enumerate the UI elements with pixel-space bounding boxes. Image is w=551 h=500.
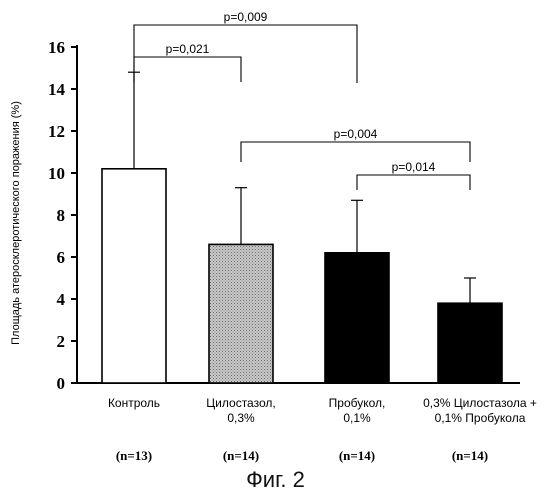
n-count-label: (n=14) — [223, 448, 259, 463]
significance-annotations: p=0,009 p=0,021 p=0,004 p=0,014 — [134, 10, 470, 190]
x-category-label: 0,1% Пробукола — [435, 411, 526, 425]
x-category-label: 0,1% — [343, 411, 371, 425]
n-count-label: (n=14) — [339, 448, 375, 463]
y-axis-title: Площадь атеросклеротического поражения (… — [10, 101, 22, 345]
x-category-label: Контроль — [108, 396, 160, 410]
x-category-label: 0,3% Цилостазола + — [423, 396, 537, 410]
y-tick-label: 12 — [48, 122, 65, 141]
p-value-label: p=0,009 — [224, 10, 268, 24]
y-tick-label: 10 — [48, 164, 65, 183]
y-tick-label: 8 — [57, 206, 66, 225]
x-category-label: Пробукол, — [329, 396, 386, 410]
significance-bracket — [241, 142, 470, 162]
bar — [209, 244, 273, 383]
p-value-label: p=0,014 — [392, 160, 436, 174]
significance-bracket — [357, 175, 470, 190]
y-tick-label: 0 — [57, 374, 66, 393]
bars — [102, 72, 502, 383]
y-tick-label: 4 — [57, 290, 66, 309]
p-value-label: p=0,004 — [334, 127, 378, 141]
p-value-label: p=0,021 — [166, 42, 210, 56]
bar — [102, 169, 166, 383]
x-category-label: 0,3% — [227, 411, 255, 425]
y-tick-label: 2 — [57, 332, 66, 351]
n-count-label: (n=14) — [452, 448, 488, 463]
figure-caption: Фиг. 2 — [0, 467, 551, 493]
n-count-label: (n=13) — [116, 448, 152, 463]
y-tick-label: 14 — [48, 80, 66, 99]
bar — [438, 303, 502, 383]
significance-bracket — [134, 57, 241, 82]
y-tick-label: 16 — [48, 38, 65, 57]
x-axis-labels: Контроль (n=13) Цилостазол,0,3% (n=14) Пробу… — [108, 396, 537, 463]
bar — [325, 253, 389, 383]
y-tick-label: 6 — [57, 248, 66, 267]
x-category-label: Цилостазол, — [206, 396, 275, 410]
